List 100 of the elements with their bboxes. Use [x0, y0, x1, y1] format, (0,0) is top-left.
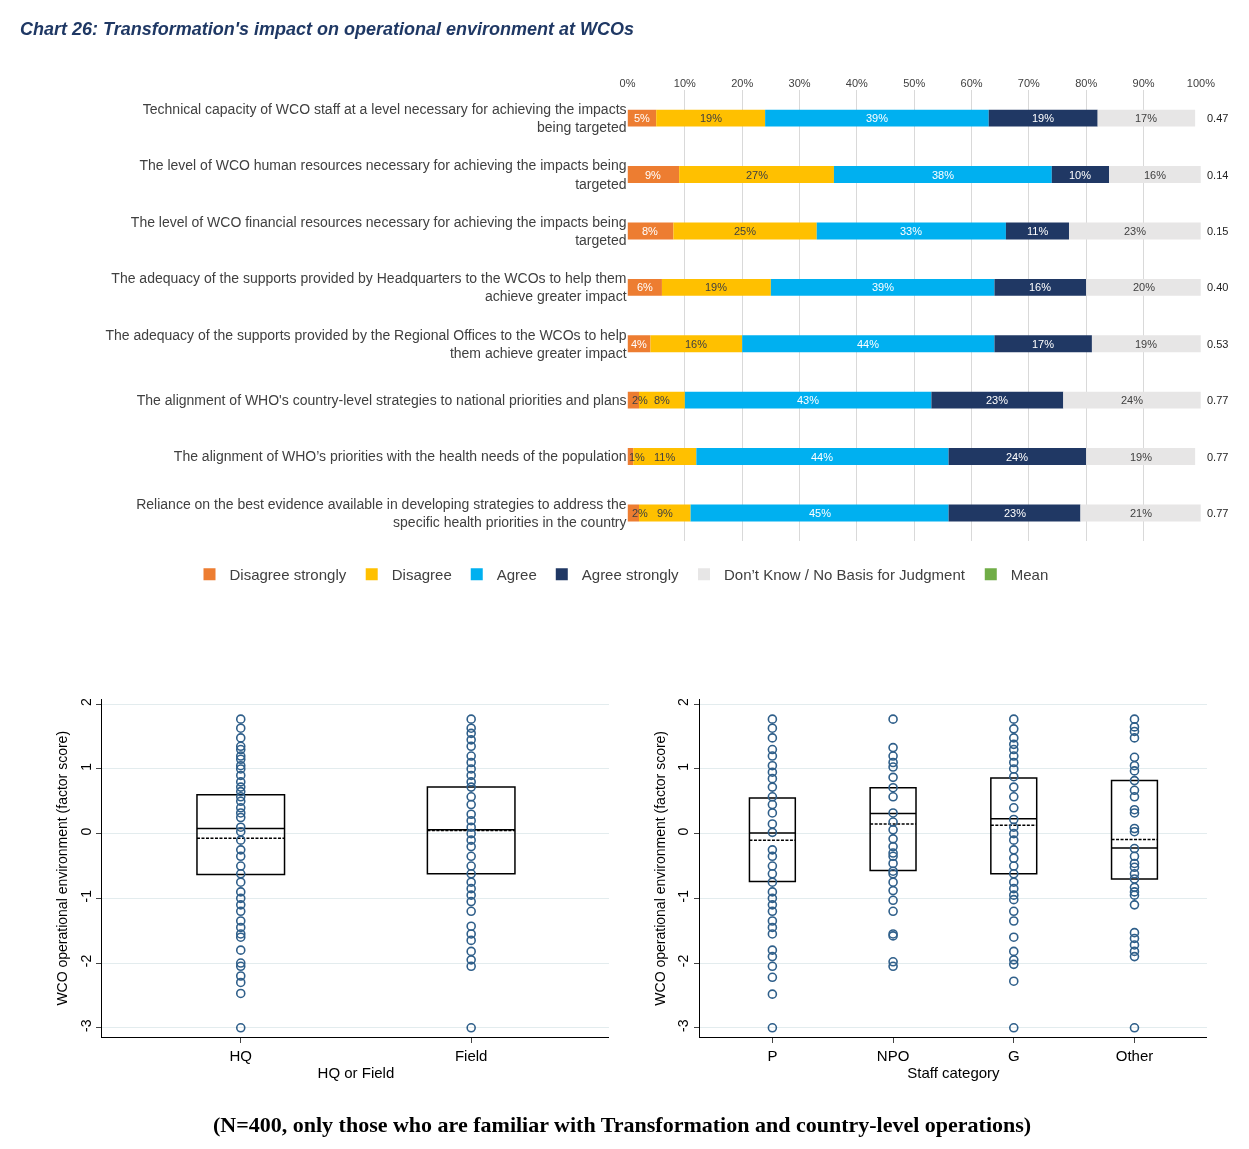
data-label: 2% [632, 507, 649, 519]
y-tick-label: -3 [675, 1019, 692, 1032]
x-tick-label: 90% [1132, 76, 1155, 89]
data-label: 17% [1032, 338, 1055, 350]
x-tick-label: 40% [845, 76, 869, 89]
data-label: 19% [1130, 451, 1153, 463]
data-label: 23% [986, 394, 1009, 406]
legend-label: Agree strongly [581, 566, 679, 584]
text: 0.77 [1207, 451, 1229, 463]
data-label: 24% [1121, 394, 1144, 406]
data-label: 44% [811, 451, 834, 463]
x-tick-label: NPO [876, 1047, 910, 1065]
bar [931, 391, 1064, 409]
bar [679, 166, 834, 184]
y-tick-label: Technical capacity of WCO staff at a level necessary for achieving the impacts being targeted [142, 100, 627, 136]
bar [1086, 278, 1201, 296]
x-tick-label: 0% [619, 76, 636, 89]
data-label: 5% [634, 112, 651, 124]
data-label: 10% [1069, 169, 1092, 181]
bar [833, 166, 1052, 184]
text: 0.53 [1207, 338, 1229, 350]
text: 0.40 [1207, 281, 1229, 293]
bar [1097, 109, 1196, 127]
x-tick-label: 50% [903, 76, 926, 89]
legend-label: Disagree strongly [229, 566, 347, 584]
x-tick-label: Field [454, 1047, 488, 1065]
data-label: 11% [654, 451, 676, 463]
data-label: 19% [705, 281, 728, 293]
y-tick-label: The alignment of WHO’s priorities with the health needs of the population [173, 448, 627, 465]
bar [1109, 166, 1201, 184]
bar [690, 504, 949, 522]
data-label: 8% [654, 394, 671, 406]
x-tick-label: 80% [1075, 76, 1098, 89]
bar [656, 109, 766, 127]
legend-label: Mean [1010, 566, 1049, 584]
data-label: 19% [1032, 112, 1055, 124]
x-tick-label: 70% [1017, 76, 1041, 89]
bar [1086, 448, 1196, 466]
x-tick-label: 100% [1186, 76, 1216, 89]
text: 0.47 [1207, 112, 1229, 124]
data-label: 16% [1029, 281, 1052, 293]
y-tick-label: Reliance on the best evidence available in developing strategies to address the specific health priorities in the country [136, 495, 627, 530]
x-tick-label: Other [1115, 1047, 1154, 1065]
y-tick-label: 2 [77, 698, 94, 707]
text: 0.15 [1207, 225, 1229, 237]
y-tick-label: The adequacy of the supports provided by the Regional Offices to the WCOs to help them achieve greater impact [105, 326, 627, 361]
y-tick-label: -3 [77, 1019, 94, 1032]
bar [948, 448, 1087, 466]
data-label: 38% [932, 169, 955, 181]
data-label: 11% [1027, 225, 1049, 237]
y-axis-title: WCO operational environment (factor score) [651, 730, 668, 1006]
bar [1091, 335, 1201, 353]
text: 0.77 [1207, 507, 1229, 519]
bar [673, 222, 817, 240]
x-tick-label: 60% [960, 76, 983, 89]
data-label: 9% [645, 169, 662, 181]
text: 0.14 [1207, 169, 1229, 181]
bar [765, 109, 989, 127]
x-axis-title: HQ or Field [317, 1064, 395, 1082]
data-label: 4% [631, 338, 648, 350]
y-tick-label: The adequacy of the supports provided by Headquarters to the WCOs to help them achieve greater impact [111, 270, 627, 305]
y-tick-label: The level of WCO human resources necessary for achieving the impacts being targeted [139, 157, 627, 192]
bar [988, 109, 1098, 127]
y-tick-label: -2 [675, 954, 692, 968]
legend-label: Agree [496, 566, 537, 584]
data-label: 20% [1133, 281, 1156, 293]
data-label: 44% [857, 338, 880, 350]
x-tick-label: 30% [788, 76, 811, 89]
data-label: 39% [872, 281, 895, 293]
y-tick-label: The alignment of WHO's country-level strategies to national priorities and plans [136, 392, 627, 409]
bar [696, 448, 949, 466]
data-label: 16% [1144, 169, 1167, 181]
y-tick-label: The level of WCO financial resources necessary for achieving the impacts being targeted [130, 213, 627, 248]
data-label: 9% [657, 507, 674, 519]
bar [994, 335, 1092, 353]
y-tick-label: 1 [77, 762, 94, 771]
y-tick-label: -1 [675, 889, 692, 903]
data-label: 25% [734, 225, 757, 237]
data-label: 2% [632, 394, 649, 406]
data-label: 39% [866, 112, 889, 124]
bar [684, 391, 932, 409]
data-label: 6% [637, 281, 654, 293]
data-label: 23% [1124, 225, 1147, 237]
x-tick-label: 20% [731, 76, 754, 89]
data-label: 24% [1006, 451, 1029, 463]
x-tick-label: G [1007, 1047, 1020, 1065]
text: 0.77 [1207, 394, 1229, 406]
legend-label: Disagree [391, 566, 452, 584]
data-label: 19% [700, 112, 723, 124]
data-label: 21% [1130, 507, 1153, 519]
bar [650, 335, 743, 353]
y-tick-label: 0 [77, 827, 94, 836]
x-tick-label: 10% [673, 76, 697, 89]
x-tick-label: P [767, 1047, 778, 1065]
legend-label: Don’t Know / No Basis for Judgment [724, 566, 966, 584]
bar [994, 278, 1087, 296]
text: Chart 26: Transformation's impact on operational environment at WCOs [20, 19, 635, 39]
text: (N=400, only those who are familiar with Transformation and country-level operations) [213, 1112, 1032, 1137]
x-tick-label: HQ [229, 1047, 252, 1065]
data-label: 45% [809, 507, 832, 519]
